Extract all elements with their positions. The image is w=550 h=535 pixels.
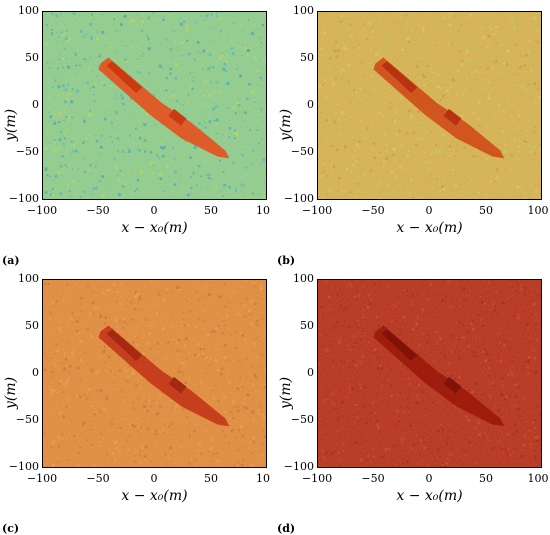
x-tick-label: −100 xyxy=(26,204,58,217)
y-tick-label: −100 xyxy=(283,192,314,205)
x-tick-label: −50 xyxy=(361,204,385,217)
plot-area xyxy=(317,279,542,468)
y-tick-label: −100 xyxy=(8,192,39,205)
y-tick-label: 0 xyxy=(307,366,314,379)
y-axis-label: y(m) xyxy=(3,376,19,410)
ship-deck xyxy=(381,61,418,94)
sar-image xyxy=(43,12,266,199)
y-tick-label: 0 xyxy=(307,98,314,111)
ship-superstructure xyxy=(168,108,187,126)
ship-superstructure xyxy=(443,376,462,394)
x-tick-label: 10 xyxy=(256,472,270,485)
panel-d: 100 50 0 −50 −100 −100 −50 0 50 100 x − x₀(m) y(m) (… xyxy=(275,268,550,535)
x-tick-label: 100 xyxy=(527,204,549,217)
x-tick-label: 10 xyxy=(256,204,270,217)
x-axis-label: x − x₀(m) xyxy=(396,488,463,504)
x-tick-label: 0 xyxy=(425,472,433,485)
y-axis-label: y(m) xyxy=(278,376,294,410)
panel-a: 100 50 0 −50 −100 −100 −50 0 50 10 x − x₀(m) y(m) (a… xyxy=(0,0,275,267)
y-axis-label: y(m) xyxy=(3,108,19,142)
x-tick-label: −50 xyxy=(86,472,110,485)
x-tick-label: 0 xyxy=(425,204,433,217)
sar-image xyxy=(318,12,541,199)
x-axis-label: x − x₀(m) xyxy=(121,488,188,504)
y-tick-label: 100 xyxy=(18,4,39,17)
x-tick-label: −50 xyxy=(86,204,110,217)
plot-area xyxy=(42,279,267,468)
x-tick-label: 50 xyxy=(479,204,493,217)
x-tick-label: 50 xyxy=(204,204,218,217)
y-tick-label: 100 xyxy=(18,272,39,285)
y-tick-label: 50 xyxy=(300,319,314,332)
x-axis-label: x − x₀(m) xyxy=(396,220,463,236)
y-tick-label: −100 xyxy=(8,460,39,473)
y-tick-label: −50 xyxy=(15,145,39,158)
ship-deck xyxy=(106,61,143,94)
ship-deck xyxy=(381,329,418,362)
y-tick-label: 50 xyxy=(25,319,39,332)
plot-area xyxy=(42,11,267,200)
panel-caption: (d) xyxy=(277,522,296,535)
y-tick-label: 50 xyxy=(25,51,39,64)
ship-deck xyxy=(106,329,143,362)
panel-b: 100 50 0 −50 −100 −100 −50 0 50 100 x − x₀(m) y(m) (… xyxy=(275,0,550,267)
x-tick-label: −100 xyxy=(26,472,58,485)
y-tick-label: 100 xyxy=(293,4,314,17)
x-tick-label: −100 xyxy=(301,204,333,217)
y-tick-label: 0 xyxy=(32,98,39,111)
plot-area xyxy=(317,11,542,200)
ship-superstructure xyxy=(168,376,187,394)
x-tick-label: −100 xyxy=(301,472,333,485)
sar-image xyxy=(43,280,266,467)
y-tick-label: 100 xyxy=(293,272,314,285)
x-tick-label: 100 xyxy=(527,472,549,485)
sar-image xyxy=(318,280,541,467)
ship-superstructure xyxy=(443,108,462,126)
y-tick-label: −50 xyxy=(290,145,314,158)
panel-caption: (b) xyxy=(277,254,296,267)
x-tick-label: 50 xyxy=(479,472,493,485)
panel-caption: (a) xyxy=(2,254,20,267)
panel-c: 100 50 0 −50 −100 −100 −50 0 50 10 x − x₀(m) y(m) (c… xyxy=(0,268,275,535)
x-axis-label: x − x₀(m) xyxy=(121,220,188,236)
y-axis-label: y(m) xyxy=(278,108,294,142)
y-tick-label: 0 xyxy=(32,366,39,379)
panel-caption: (c) xyxy=(2,522,20,535)
y-tick-label: −100 xyxy=(283,460,314,473)
x-tick-label: 0 xyxy=(150,204,158,217)
x-tick-label: 0 xyxy=(150,472,158,485)
y-tick-label: −50 xyxy=(15,413,39,426)
y-tick-label: 50 xyxy=(300,51,314,64)
x-tick-label: 50 xyxy=(204,472,218,485)
y-tick-label: −50 xyxy=(290,413,314,426)
x-tick-label: −50 xyxy=(361,472,385,485)
